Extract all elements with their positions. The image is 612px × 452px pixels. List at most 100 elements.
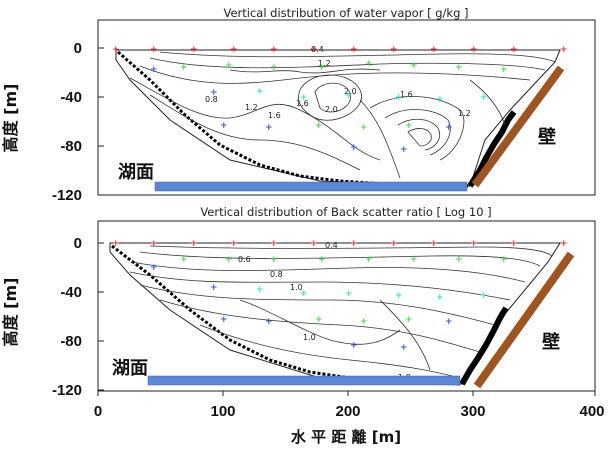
x-axis-ticks: 0 100 200 300 400	[94, 391, 605, 420]
x-tick-label: 0	[94, 403, 102, 420]
svg-text:+: +	[350, 239, 358, 249]
y-tick-label: -40	[60, 89, 82, 106]
contour-label: 1.6	[400, 90, 413, 99]
x-tick-label: 300	[460, 403, 485, 420]
y-tick-label: -80	[60, 138, 82, 155]
svg-text:+: +	[430, 45, 438, 55]
cliff-edge	[467, 110, 517, 188]
svg-text:+: +	[210, 283, 218, 293]
wall-bar	[473, 251, 575, 389]
y-tick-label: -120	[52, 187, 82, 204]
plot-frame	[97, 19, 596, 196]
svg-text:+: +	[390, 45, 398, 55]
svg-text:+: +	[350, 45, 358, 55]
svg-text:+: +	[150, 65, 158, 75]
contour-label: 2.0	[325, 105, 338, 114]
svg-text:+: +	[318, 255, 326, 265]
svg-text:+: +	[190, 45, 198, 55]
y-tick-label: -80	[60, 333, 82, 350]
y-tick-label: -40	[60, 284, 82, 301]
svg-text:+: +	[500, 65, 508, 75]
svg-text:+: +	[560, 45, 568, 55]
svg-text:+: +	[360, 123, 368, 133]
y-tick-label: 0	[74, 235, 82, 252]
contour-label: 0.4	[311, 45, 324, 54]
svg-text:+: +	[395, 291, 403, 301]
contour-labels: 0.4 1.2 2.0 2.0 1.6 1.6 0.8 1.2 1.6 1.2	[205, 45, 471, 120]
svg-text:+: +	[270, 63, 278, 73]
svg-text:+: +	[350, 143, 358, 153]
x-tick-label: 200	[335, 403, 360, 420]
svg-text:+: +	[270, 239, 278, 249]
svg-text:+: +	[480, 291, 488, 301]
svg-text:+: +	[436, 293, 444, 303]
svg-text:+: +	[345, 91, 353, 101]
svg-text:+: +	[510, 45, 518, 55]
contour-label: 1.6	[268, 111, 281, 120]
svg-text:+: +	[112, 239, 120, 249]
contour-label: 1.6	[296, 99, 309, 108]
svg-text:+: +	[410, 255, 418, 265]
y-axis-ticks: 0 -40 -80 -120	[52, 235, 104, 399]
lake-surface-bar	[154, 181, 468, 192]
svg-text:+: +	[225, 255, 233, 265]
svg-text:+: +	[230, 239, 238, 249]
svg-text:+: +	[345, 289, 353, 299]
contour-label: 1.2	[245, 103, 258, 112]
lake-surface-bar	[147, 375, 461, 386]
panel-water-vapor: Vertical distribution of water vapor [ g…	[1, 6, 596, 204]
svg-text:+: +	[256, 87, 264, 97]
svg-text:+: +	[310, 45, 318, 55]
contour-label: 1.0	[290, 283, 303, 292]
svg-text:+: +	[510, 239, 518, 249]
svg-text:+: +	[455, 255, 463, 265]
svg-text:+: +	[445, 123, 453, 133]
svg-text:+: +	[265, 123, 273, 133]
svg-text:+: +	[180, 63, 188, 73]
svg-text:+: +	[405, 315, 413, 325]
svg-text:+: +	[180, 255, 188, 265]
chart-title: Vertical distribution of Back scatter ra…	[200, 205, 491, 219]
svg-text:+: +	[150, 45, 158, 55]
lake-floor-edge	[117, 50, 469, 188]
svg-text:+: +	[365, 59, 373, 69]
contour-label: 0.4	[325, 241, 338, 250]
svg-text:+: +	[256, 285, 264, 295]
svg-text:+: +	[150, 263, 158, 273]
y-tick-label: -120	[52, 382, 82, 399]
panel-backscatter: Vertical distribution of Back scatter ra…	[1, 205, 596, 399]
svg-text:+: +	[270, 45, 278, 55]
svg-text:+: +	[300, 93, 308, 103]
svg-text:+: +	[405, 121, 413, 131]
svg-text:+: +	[220, 315, 228, 325]
svg-text:+: +	[300, 289, 308, 299]
svg-text:+: +	[225, 61, 233, 71]
svg-text:+: +	[365, 255, 373, 265]
svg-text:+: +	[390, 239, 398, 249]
contour-label: 0.8	[205, 95, 218, 104]
contour-lines	[129, 245, 553, 379]
svg-text:+: +	[400, 145, 408, 155]
contour-label: 1.0	[303, 333, 316, 342]
svg-text:+: +	[112, 45, 120, 55]
measurement-markers: ++ ++ ++ ++ ++ ++ ++ ++ ++ ++ ++ ++ ++ +…	[112, 45, 568, 155]
contour-label: 2.0	[344, 87, 357, 96]
lake-surface-label: 湖面	[118, 162, 154, 183]
contour-label: 1.2	[458, 109, 471, 118]
svg-text:+: +	[395, 93, 403, 103]
wall-bar	[471, 65, 565, 188]
measurement-markers: ++ ++ ++ ++ ++ ++ ++ ++ ++ ++ ++ ++ ++ +…	[112, 239, 568, 353]
wall-label: 壁	[542, 331, 560, 353]
x-tick-label: 100	[210, 403, 235, 420]
svg-text:+: +	[455, 63, 463, 73]
svg-text:+: +	[560, 239, 568, 249]
contour-label: 0.6	[238, 255, 251, 264]
svg-text:+: +	[360, 317, 368, 327]
contour-label: 0.8	[270, 270, 283, 279]
svg-text:+: +	[480, 93, 488, 103]
svg-text:+: +	[436, 95, 444, 105]
wall-label: 壁	[538, 126, 556, 148]
svg-text:+: +	[430, 239, 438, 249]
svg-text:+: +	[315, 121, 323, 131]
